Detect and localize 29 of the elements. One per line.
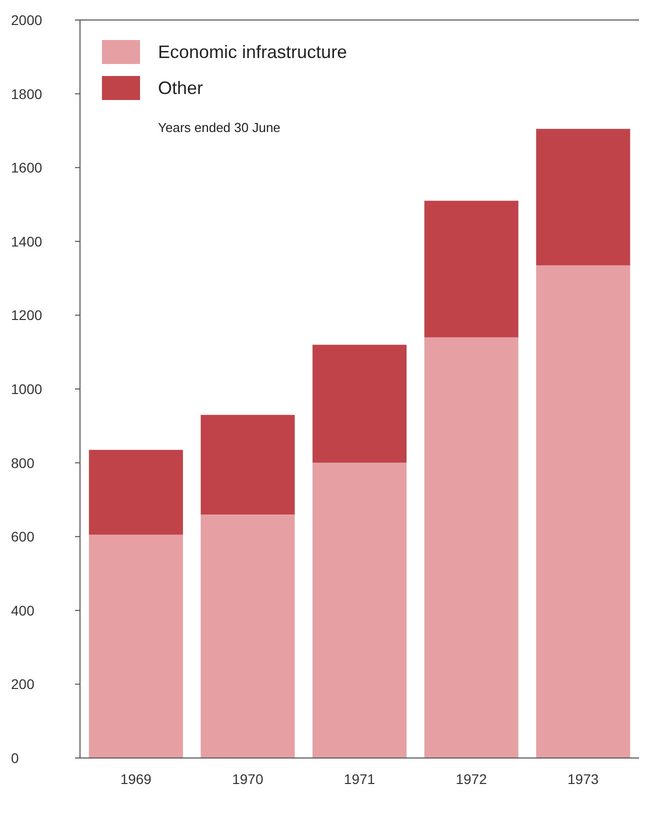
bar xyxy=(312,462,407,758)
bar xyxy=(200,414,295,514)
x-tick-label: 1969 xyxy=(120,770,152,787)
y-tick-label: 2000 xyxy=(11,12,42,28)
bar xyxy=(536,265,630,758)
bar xyxy=(88,450,183,535)
bar xyxy=(536,128,630,266)
bar xyxy=(312,344,407,463)
bar xyxy=(424,337,518,758)
bar xyxy=(424,200,518,338)
y-tick-label: 1200 xyxy=(11,307,42,324)
y-tick-label: 400 xyxy=(11,602,35,618)
annotation: Years ended 30 June xyxy=(158,120,280,135)
bar xyxy=(200,514,295,758)
y-tick-label: 1800 xyxy=(11,86,42,102)
x-tick-label: 1973 xyxy=(568,770,599,787)
y-tick-label: 1400 xyxy=(11,233,42,250)
y-tick-label: 1600 xyxy=(11,160,42,176)
legend-label: Other xyxy=(158,78,204,98)
y-tick-label: 800 xyxy=(11,454,35,471)
legend-label: Economic infrastructure xyxy=(158,42,348,62)
y-tick-label: 200 xyxy=(11,676,35,692)
y-tick-label: 1000 xyxy=(11,380,42,397)
bar xyxy=(88,534,183,758)
x-tick-label: 1971 xyxy=(344,770,376,787)
y-tick-label: 0 xyxy=(11,750,19,766)
y-tick-label: 600 xyxy=(11,528,35,545)
x-tick-label: 1970 xyxy=(232,770,264,787)
x-tick-label: 1972 xyxy=(456,770,488,787)
